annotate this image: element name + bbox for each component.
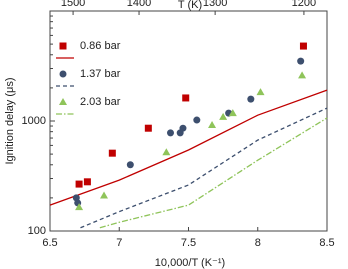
fit-line [49, 89, 328, 206]
x-tick-label: 8 [255, 237, 261, 249]
marker-circle [59, 70, 67, 78]
marker-triangle [228, 109, 237, 117]
marker-square [83, 178, 91, 186]
legend-label: 0.86 bar [80, 40, 121, 52]
marker-triangle [219, 112, 228, 120]
marker-triangle [256, 88, 265, 96]
marker-triangle [100, 191, 109, 199]
x-tick-label: 6.5 [42, 237, 57, 249]
marker-triangle [75, 203, 84, 211]
marker-circle [179, 124, 187, 132]
marker-circle [166, 129, 174, 137]
marker-circle [193, 116, 201, 124]
marker-circle [126, 161, 134, 169]
fit-line [99, 117, 328, 229]
legend-label: 1.37 bar [80, 68, 121, 80]
fit-line [80, 107, 328, 229]
marker-circle [247, 95, 255, 103]
x2-axis-title: T (K) [178, 0, 202, 11]
y-tick-label: 100 [28, 225, 46, 237]
y-axis-title: Ignition delay (μs) [4, 77, 16, 164]
x2-tick-label: 1400 [127, 0, 151, 9]
marker-circle [297, 57, 305, 65]
x-tick-label: 7 [116, 237, 122, 249]
x2-tick-label: 1300 [203, 0, 227, 9]
x2-tick-label: 1200 [292, 0, 316, 9]
marker-square [182, 94, 190, 102]
x2-tick-label: 1500 [61, 0, 85, 9]
marker-triangle [59, 98, 67, 105]
x-tick-label: 8.5 [319, 237, 334, 249]
x-tick-label: 7.5 [181, 237, 196, 249]
y-tick-label: 1000 [22, 115, 46, 127]
marker-square [75, 180, 83, 188]
marker-square [108, 149, 116, 157]
x-axis-title: 10,000/T (K⁻¹) [155, 257, 225, 269]
marker-square [299, 42, 307, 50]
marker-square [144, 124, 152, 132]
legend-label: 2.03 bar [80, 96, 121, 108]
marker-triangle [208, 120, 217, 128]
marker-square [59, 42, 67, 50]
marker-triangle [162, 148, 171, 156]
marker-triangle [298, 71, 307, 79]
